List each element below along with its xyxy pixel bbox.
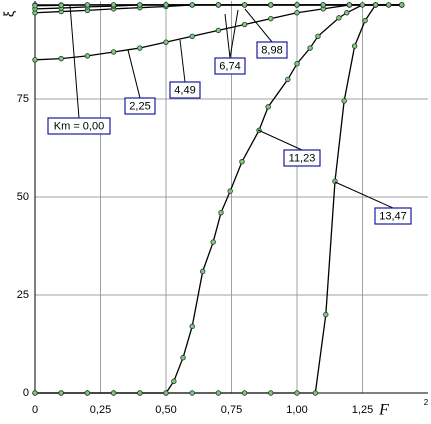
data-point (285, 76, 291, 83)
data-point (84, 390, 91, 396)
data-point (32, 390, 38, 396)
data-point (241, 21, 248, 28)
data-point (171, 378, 177, 384)
data-point (336, 15, 342, 21)
data-point (189, 390, 195, 396)
annotation-label: 13,47 (379, 210, 407, 222)
data-point (294, 390, 300, 396)
data-point (320, 2, 326, 8)
data-point (372, 2, 379, 8)
data-point (294, 61, 300, 67)
data-point (268, 15, 274, 22)
data-point (323, 311, 329, 318)
data-point (32, 3, 38, 9)
annotation-label: 8,98 (261, 44, 282, 56)
data-point (307, 45, 313, 51)
annotation-box (169, 81, 201, 99)
data-point (351, 43, 358, 49)
annotation-box (256, 41, 288, 59)
leader-line (179, 39, 186, 83)
data-point (137, 45, 143, 51)
data-point (265, 104, 271, 110)
annotation-box (47, 117, 111, 135)
data-point (58, 55, 64, 62)
data-point (215, 390, 222, 396)
y-tick-label: 25 (17, 289, 29, 301)
data-point (346, 2, 353, 8)
annotation-label: 11,23 (289, 152, 316, 164)
data-point (58, 2, 64, 9)
annotation-label: Km = 0,00 (54, 120, 104, 132)
data-point (84, 53, 91, 59)
annotation-box (374, 207, 412, 225)
x-tick-label: 1,25 (352, 404, 373, 416)
data-point (84, 2, 91, 8)
data-point (110, 49, 117, 55)
y-tick-label: 75 (17, 93, 29, 105)
series-line (35, 4, 402, 394)
data-point (362, 17, 368, 24)
data-point (268, 390, 274, 396)
leader-line (257, 129, 303, 151)
data-point (210, 239, 216, 245)
annotation-label: 4,49 (174, 84, 195, 96)
data-point (218, 209, 224, 216)
annotation-box (283, 149, 321, 167)
leader-line (127, 49, 141, 99)
y-tick-label: 50 (17, 191, 29, 203)
data-point (268, 2, 274, 8)
data-point (386, 2, 392, 8)
annotation-label: 2,25 (129, 100, 150, 112)
data-point (294, 10, 300, 16)
data-point (341, 98, 347, 104)
x-tick-label: 1,00 (286, 404, 307, 416)
y-axis-label: ξ (1, 11, 17, 17)
data-point (163, 390, 169, 396)
data-point (137, 2, 143, 8)
data-point (163, 39, 169, 45)
data-point (227, 188, 233, 194)
x-tick-label: 0,75 (221, 404, 242, 416)
data-point (312, 390, 319, 396)
data-point (241, 2, 248, 8)
data-point (163, 2, 169, 8)
data-point (110, 2, 117, 8)
data-point (180, 355, 186, 361)
leader-line (229, 9, 239, 59)
leader-line (334, 181, 394, 209)
leader-line (224, 13, 231, 59)
leader-line (69, 4, 80, 119)
x-tick-label: 0,50 (155, 404, 176, 416)
data-point (241, 390, 248, 396)
data-point (344, 10, 350, 16)
x-axis-label-superscript: 2 (424, 398, 429, 407)
x-tick-label: 0,25 (90, 404, 111, 416)
data-point (359, 2, 366, 8)
data-point (399, 2, 405, 8)
data-point (294, 2, 300, 8)
data-point (189, 2, 195, 8)
x-axis-label: F (378, 402, 389, 419)
data-point (215, 27, 222, 34)
data-point (215, 2, 222, 8)
annotation-label: 6,74 (219, 60, 240, 72)
annotation-box (124, 97, 156, 115)
x-tick-label: 0 (32, 404, 38, 416)
y-tick-label: 0 (23, 387, 29, 399)
data-point (189, 33, 195, 39)
data-point (199, 268, 206, 275)
data-point (189, 323, 195, 330)
data-point (110, 390, 117, 396)
leader-line (244, 8, 273, 43)
data-point (137, 390, 143, 396)
data-point (239, 159, 245, 165)
annotation-box (214, 57, 246, 75)
data-point (315, 33, 321, 39)
data-point (32, 57, 38, 63)
data-point (58, 390, 64, 396)
